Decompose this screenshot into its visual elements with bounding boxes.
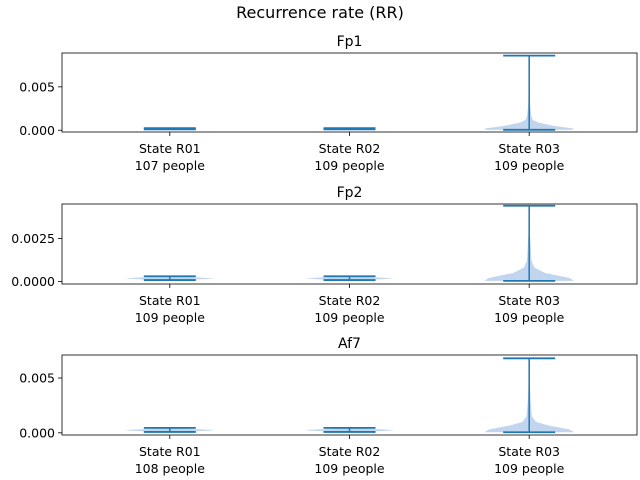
axes-frame [61, 354, 638, 436]
x-tick-sublabel: 109 people [494, 310, 565, 325]
panel-title: Fp1 [337, 34, 363, 50]
panel-title: Af7 [338, 336, 361, 352]
axes-frame [61, 203, 638, 285]
y-tick-label: 0.005 [19, 371, 55, 386]
x-tick-sublabel: 109 people [314, 158, 385, 173]
x-tick-sublabel: 109 people [494, 158, 565, 173]
x-tick-label: State R01 [139, 444, 201, 459]
y-tick-label: 0.000 [19, 123, 55, 138]
x-tick-sublabel: 109 people [494, 461, 565, 476]
y-tick-label: 0.0000 [11, 274, 55, 289]
panel-title: Fp2 [337, 185, 363, 201]
x-tick-sublabel: 107 people [135, 158, 206, 173]
x-tick-label: State R03 [498, 444, 560, 459]
y-tick-label: 0.0025 [11, 231, 55, 246]
x-tick-sublabel: 108 people [135, 461, 206, 476]
x-tick-label: State R01 [139, 293, 201, 308]
y-tick-label: 0.005 [19, 79, 55, 94]
x-tick-sublabel: 109 people [135, 310, 206, 325]
x-tick-sublabel: 109 people [314, 310, 385, 325]
x-tick-sublabel: 109 people [314, 461, 385, 476]
y-tick-label: 0.000 [19, 425, 55, 440]
x-tick-label: State R02 [319, 293, 381, 308]
x-tick-label: State R01 [139, 141, 201, 156]
x-tick-label: State R02 [319, 444, 381, 459]
figure-title: Recurrence rate (RR) [236, 3, 404, 22]
x-tick-label: State R03 [498, 141, 560, 156]
x-tick-label: State R02 [319, 141, 381, 156]
axes-frame [61, 52, 638, 133]
x-tick-label: State R03 [498, 293, 560, 308]
